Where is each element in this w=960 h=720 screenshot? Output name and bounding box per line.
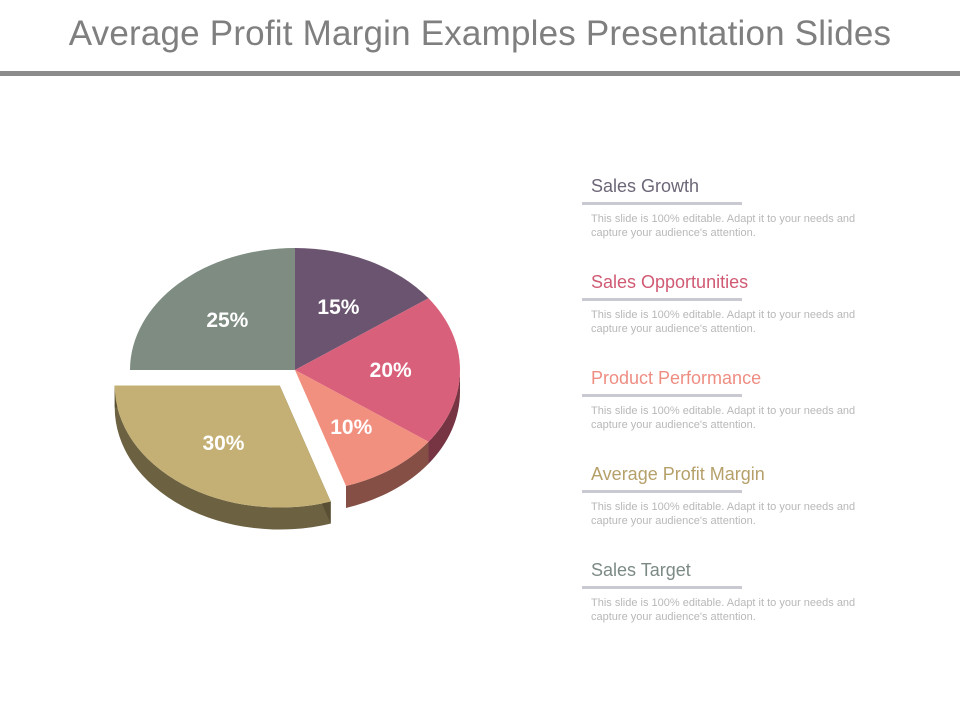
- pie-data-label: 30%: [202, 432, 244, 455]
- legend-heading: Average Profit Margin: [591, 464, 765, 484]
- legend-item-product-performance: Product Performance This slide is 100% e…: [580, 364, 910, 460]
- pie-slice: [130, 248, 295, 370]
- pie-data-labels: 15% 20% 10% 30% 25%: [202, 296, 412, 455]
- legend-underline: [582, 394, 742, 397]
- pie-data-label: 20%: [370, 359, 412, 382]
- slide-title: Average Profit Margin Examples Presentat…: [68, 14, 892, 53]
- pie-slice-side: [428, 370, 460, 464]
- legend-description: This slide is 100% editable. Adapt it to…: [591, 405, 856, 431]
- pie-slice-side: [114, 385, 331, 530]
- legend-heading: Product Performance: [591, 368, 762, 388]
- pie-data-label: 25%: [206, 309, 248, 332]
- legend-description: This slide is 100% editable. Adapt it to…: [591, 501, 856, 527]
- legend-underline: [582, 298, 742, 301]
- legend-heading: Sales Opportunities: [591, 272, 749, 292]
- legend-item-sales-target: Sales Target This slide is 100% editable…: [580, 556, 910, 652]
- pie-data-label: 10%: [330, 416, 372, 439]
- legend-description: This slide is 100% editable. Adapt it to…: [591, 309, 856, 335]
- pie-slice: [295, 248, 429, 370]
- legend-item-average-profit-margin: Average Profit Margin This slide is 100%…: [580, 460, 910, 556]
- legend-item-sales-growth: Sales Growth This slide is 100% editable…: [580, 172, 910, 268]
- pie-slice: [114, 385, 331, 508]
- legend-underline: [582, 490, 742, 493]
- legend-item-sales-opportunities: Sales Opportunities This slide is 100% e…: [580, 268, 910, 364]
- legend-heading: Sales Growth: [591, 176, 700, 196]
- pie-data-label: 15%: [317, 296, 359, 319]
- pie-slice-side: [345, 441, 429, 509]
- pie-slice: [295, 298, 461, 442]
- legend-underline: [582, 202, 742, 205]
- legend-heading: Sales Target: [591, 560, 691, 580]
- pie-slices: [114, 248, 461, 508]
- legend-underline: [582, 586, 742, 589]
- legend-description: This slide is 100% editable. Adapt it to…: [591, 597, 856, 623]
- legend-description: This slide is 100% editable. Adapt it to…: [591, 213, 856, 239]
- pie-chart: 15% 20% 10% 30% 25%: [114, 248, 461, 530]
- pie-slice: [295, 370, 429, 487]
- title-divider: [0, 71, 960, 76]
- legend: Sales Growth This slide is 100% editable…: [580, 172, 910, 652]
